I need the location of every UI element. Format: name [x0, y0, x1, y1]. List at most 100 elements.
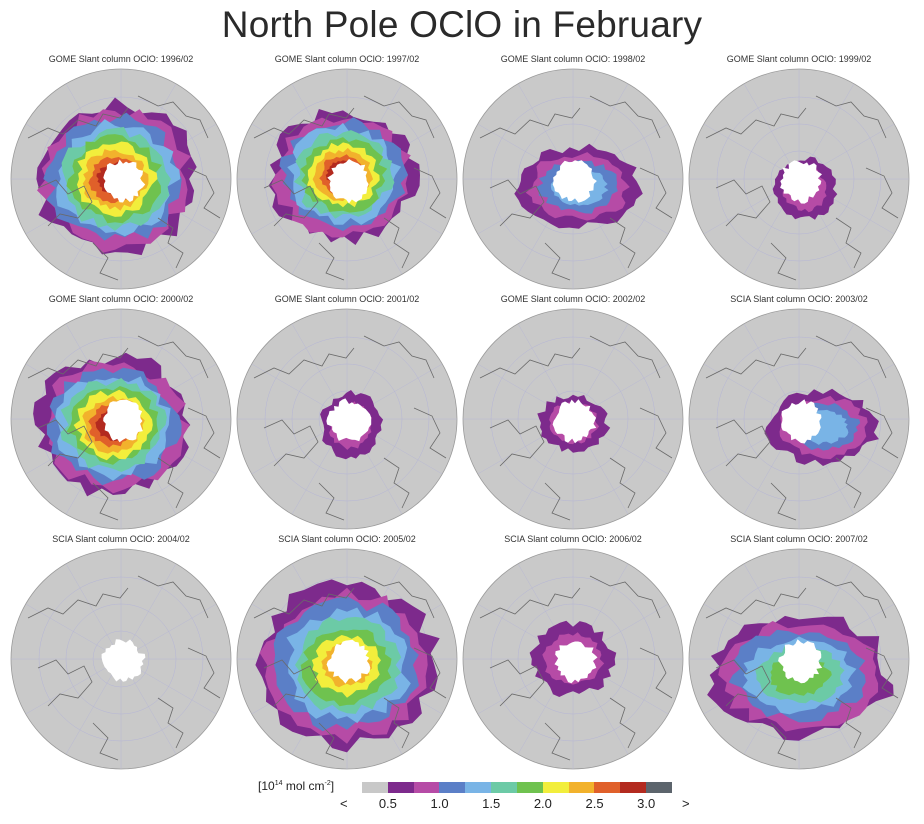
coastline	[413, 167, 447, 219]
coastline	[187, 647, 221, 699]
coastline	[609, 697, 636, 749]
coastline	[589, 95, 661, 139]
coastline	[639, 167, 673, 219]
map-content	[689, 309, 909, 529]
coastline	[865, 167, 899, 219]
coastline	[835, 457, 862, 509]
polar-map	[688, 548, 910, 770]
coastline	[318, 242, 345, 281]
figure-title: North Pole OClO in February	[221, 4, 703, 45]
coastline	[413, 647, 447, 699]
coastline	[137, 575, 209, 619]
polar-map	[236, 548, 458, 770]
polar-map	[10, 548, 232, 770]
coastline	[770, 242, 797, 281]
colorbar-swatch	[465, 782, 492, 793]
panel-title: SCIA Slant column OClO: 2006/02	[504, 534, 642, 544]
panel-title: GOME Slant column OClO: 2000/02	[48, 294, 194, 304]
colorbar-tick-label: 0.5	[378, 796, 397, 811]
polar-map	[10, 308, 232, 530]
colorbar-tick-label: 1.0	[430, 796, 449, 811]
colorbar-swatch	[413, 782, 440, 793]
longitude-line	[25, 603, 122, 660]
longitude-line	[743, 83, 800, 180]
coastline	[835, 697, 862, 749]
panel-title: GOME Slant column OClO: 1998/02	[500, 54, 646, 64]
polar-map	[462, 308, 684, 530]
coastline	[27, 107, 129, 139]
polar-night-region	[778, 639, 823, 684]
coastline	[27, 347, 129, 379]
panel-title: GOME Slant column OClO: 1996/02	[48, 54, 194, 64]
map-panel: SCIA Slant column OClO: 2007/02	[686, 530, 912, 770]
panel-title: SCIA Slant column OClO: 2005/02	[278, 534, 416, 544]
colorbar-swatch	[542, 782, 569, 793]
colorbar-swatch	[594, 782, 621, 793]
coastline	[157, 457, 184, 509]
coastline	[363, 575, 435, 619]
coastline	[544, 482, 571, 521]
map-panel: SCIA Slant column OClO: 2006/02	[460, 530, 686, 770]
colorbar-tick-label: 2.5	[585, 796, 604, 811]
map-panel: GOME Slant column OClO: 2002/02	[460, 290, 686, 530]
coastline	[263, 179, 319, 227]
colorbar-swatches	[362, 782, 672, 793]
coastline	[589, 335, 661, 379]
polar-night-region	[103, 399, 143, 443]
map-panel: GOME Slant column OClO: 1999/02	[686, 50, 912, 290]
map-content	[689, 549, 909, 769]
coastline	[92, 482, 119, 521]
coastline	[318, 722, 345, 761]
coastline	[263, 659, 319, 707]
coastline	[715, 419, 771, 467]
polar-night-region	[327, 159, 369, 204]
map-content	[463, 69, 683, 289]
polar-map	[236, 308, 458, 530]
map-panel: GOME Slant column OClO: 2000/02	[8, 290, 234, 530]
colorbar-unit-label: [1014 mol cm-2]	[258, 779, 335, 793]
coastline	[489, 419, 545, 467]
polar-map	[462, 548, 684, 770]
coastline	[383, 217, 410, 269]
map-content	[237, 69, 457, 289]
coastline	[770, 722, 797, 761]
coastline	[253, 347, 355, 379]
polar-night-region	[781, 399, 822, 444]
colorbar-swatch	[491, 782, 517, 793]
coastline	[705, 587, 807, 619]
colorbar-less-label: <	[340, 796, 348, 811]
colorbar-swatch	[387, 782, 414, 793]
map-grid: GOME Slant column OClO: 1996/02 GOME Slan…	[8, 50, 912, 770]
coastline	[37, 179, 93, 227]
colorbar-swatch	[568, 782, 595, 793]
colorbar-swatch	[439, 782, 466, 793]
coastline	[815, 575, 887, 619]
panel-title: SCIA Slant column OClO: 2007/02	[730, 534, 868, 544]
polar-night-region	[326, 398, 372, 442]
coastline	[37, 419, 93, 467]
colorbar-greater-label: >	[682, 796, 690, 811]
map-panel: SCIA Slant column OClO: 2003/02	[686, 290, 912, 530]
polar-night-region	[101, 639, 146, 682]
coastline	[479, 587, 581, 619]
map-content	[237, 309, 457, 529]
coastline	[770, 482, 797, 521]
longitude-line	[65, 563, 122, 660]
colorbar-swatch	[620, 782, 647, 793]
colorbar-tick-label: 2.0	[533, 796, 552, 811]
coastline	[609, 217, 636, 269]
coastline	[865, 647, 899, 699]
polar-map	[688, 308, 910, 530]
polar-night-region	[552, 399, 597, 444]
map-content	[463, 549, 683, 769]
coastline	[383, 697, 410, 749]
polar-night-region	[552, 160, 597, 203]
polar-map	[236, 68, 458, 290]
map-content	[11, 69, 231, 289]
coastline	[609, 457, 636, 509]
polar-map	[10, 68, 232, 290]
polar-night-region	[103, 159, 146, 203]
coastline	[157, 697, 184, 749]
polar-night-region	[326, 639, 371, 684]
panel-title: SCIA Slant column OClO: 2003/02	[730, 294, 868, 304]
